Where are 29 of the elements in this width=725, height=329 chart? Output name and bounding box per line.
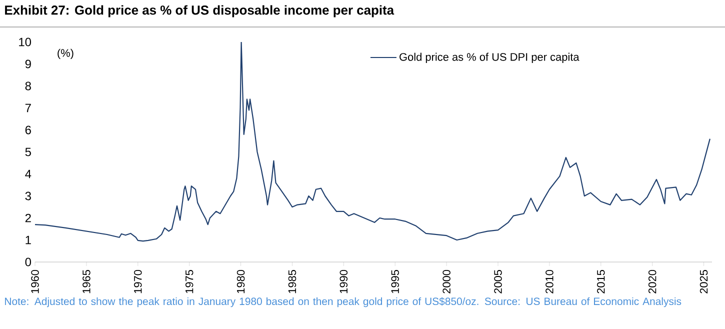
x-tick-label: 1995 <box>391 270 399 294</box>
chart-title: Exhibit 27: Gold price as % of US disposable income per capita <box>5 5 394 18</box>
text: Note: Adjusted to show the peak ratio in January 1980 based on then peak gold price of US$850/oz. Source: US Bureau of Economic Analysis <box>5 297 682 308</box>
x-tick-label: 2005 <box>494 270 502 294</box>
y-tick-label: 3 <box>25 192 31 200</box>
y-tick-label: 4 <box>25 170 32 178</box>
x-tick-label: 2000 <box>442 270 450 294</box>
x-tick-label: 1975 <box>185 270 194 294</box>
y-axis-title: (%) <box>58 48 74 60</box>
x-tick-label: 1970 <box>134 270 142 294</box>
legend-label: Gold price as % of US DPI per capita <box>400 52 580 63</box>
x-tick-label: 1985 <box>288 270 296 294</box>
y-tick-label: 10 <box>19 38 32 46</box>
x-tick-label: 1990 <box>340 270 348 294</box>
y-tick-label: 8 <box>25 82 31 90</box>
x-tick-label: 2025 <box>700 270 708 294</box>
y-tick-label: 7 <box>25 104 31 112</box>
y-tick-label: 0 <box>25 258 32 266</box>
y-tick-label: 1 <box>26 236 31 244</box>
x-tick-label: 2015 <box>597 270 605 294</box>
x-tick-label: 1980 <box>236 270 245 294</box>
y-tick-label: 9 <box>25 60 31 68</box>
x-tick-label: 2020 <box>648 270 656 294</box>
y-tick-label: 2 <box>25 214 31 222</box>
x-tick-label: 2010 <box>546 270 554 294</box>
y-tick-label: 5 <box>25 148 31 156</box>
y-tick-label: 6 <box>25 126 31 134</box>
x-tick-label: 1960 <box>31 270 39 294</box>
x-tick-label: 1965 <box>82 270 90 294</box>
